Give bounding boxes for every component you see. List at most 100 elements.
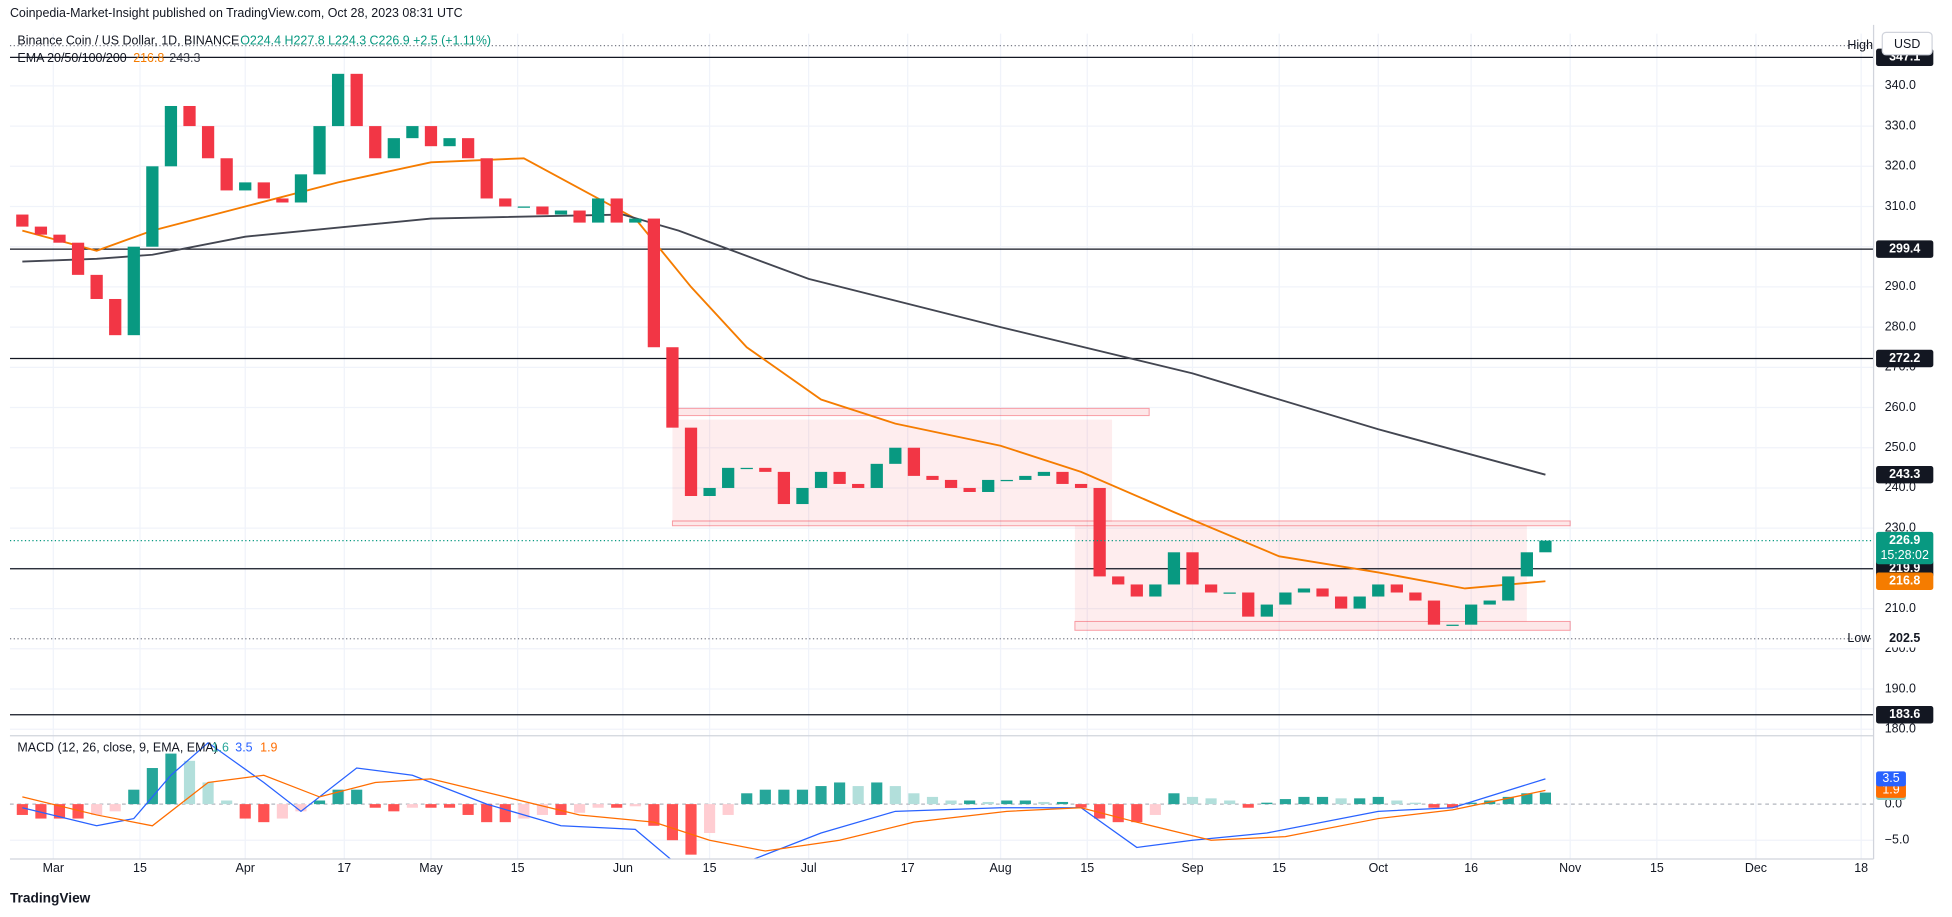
candle-body [201,126,215,159]
macd-histogram-bar [1521,793,1533,805]
x-tick-label: May [419,861,443,875]
macd-histogram-bar [815,786,827,805]
candle-body [164,105,178,167]
y-tick-label: 290.0 [1885,279,1916,293]
macd-histogram-bar [1186,796,1199,805]
countdown: 15:28:02 [1880,548,1928,562]
macd-histogram-bar [1502,796,1514,805]
macd-histogram-bar [573,804,586,813]
x-tick-label: 15 [1080,861,1094,875]
macd-histogram-bar [183,760,196,805]
candle-body [257,182,270,199]
macd-histogram-bar [258,804,270,823]
level-label-box [1876,240,1934,258]
x-tick-label: Dec [1745,861,1767,875]
x-tick-label: Jun [613,861,633,875]
macd-histogram-bar [165,753,177,805]
candle-body [517,206,530,208]
candle-body [1334,596,1348,609]
candle-body [814,471,828,488]
macd-histogram-bar [741,793,753,805]
currency-button[interactable] [1881,31,1933,56]
macd-histogram-bar [499,804,511,823]
candle-body [1353,596,1366,609]
ema-label: 216.8 [1889,574,1920,588]
y-tick-label: 320.0 [1885,159,1916,173]
macd-histogram-bar [926,796,939,805]
candle-body [1539,540,1552,553]
macd-histogram-bar [146,768,158,805]
candle-body [1279,592,1292,605]
zone [1074,620,1571,631]
ema-label: 243.3 [1889,467,1920,481]
candle-body [926,475,939,480]
candle-body [666,347,679,428]
macd-histogram-bar [1056,801,1069,805]
candle-body [1483,600,1496,605]
candle-body [796,487,809,505]
brand: TradingView [10,890,91,905]
x-tick-label: Jul [801,861,817,875]
level-label-box [1876,349,1934,368]
y-tick-label: 230.0 [1885,520,1916,534]
level-label-box [1876,706,1934,724]
macd-histogram-bar [1428,804,1440,808]
candle-body [331,73,345,127]
macd-histogram-bar [128,789,140,805]
macd-histogram-bar [889,786,901,805]
x-tick-label: Aug [990,861,1012,875]
macd-histogram-bar [1335,798,1347,805]
macd-histogram-bar [332,789,344,805]
signal-label-box [1876,782,1906,798]
publisher: Coinpedia-Market-Insight published on Tr… [10,6,463,20]
macd-histogram-bar [16,804,28,815]
candle-body [71,242,85,275]
candle-body [1167,552,1181,585]
macd-histogram-bar [1001,800,1013,805]
zone [672,419,1113,522]
candle-body [1427,600,1441,625]
level-label: 183.6 [1889,707,1920,721]
currency[interactable]: USD [1894,37,1920,51]
macd-histogram-bar [388,804,400,812]
macd-histogram-bar [1131,804,1143,823]
candle-body [294,174,308,203]
price-pane [9,45,1874,716]
candle-body [1074,483,1088,488]
macd-histogram-bar [964,800,976,805]
macd-histogram-bar [1372,796,1384,805]
candle-body [684,427,698,497]
macd-histogram-bar [648,804,660,826]
y-tick-label: 310.0 [1885,199,1916,213]
candle-body [1446,624,1459,626]
macd-histogram-bar [834,782,846,805]
macd-histogram-bar [221,800,233,805]
macd-histogram-bar [1316,796,1329,805]
ema-legend-value: 216.8 [133,51,164,65]
candle-body [1390,584,1403,593]
candle-body [592,198,605,223]
macd-histogram-bar [1019,800,1031,805]
candle-body [127,246,140,336]
candle-body [499,198,512,207]
candle-body [722,467,735,488]
x-tick-label: 15 [511,861,525,875]
y-tick-label: 280.0 [1885,319,1916,333]
level-label: 219.9 [1889,561,1920,575]
macd-histogram-bar [295,804,307,812]
low-label: Low [1847,631,1871,645]
x-tick-label: 15 [133,861,147,875]
macd-histogram-bar [778,789,790,805]
macd-histogram-bar [1149,804,1161,815]
macd-histogram-bar [1112,804,1124,823]
macd-histogram-bar [1409,802,1421,805]
y-tick-label: 210.0 [1885,601,1916,615]
candle-body [1297,588,1311,593]
x-tick-label: Nov [1559,861,1582,875]
ema-legend-value: 243.3 [169,51,200,65]
macd-histogram-bar [406,804,418,808]
macd-histogram-bar [871,782,883,805]
ema-line [22,157,1546,590]
